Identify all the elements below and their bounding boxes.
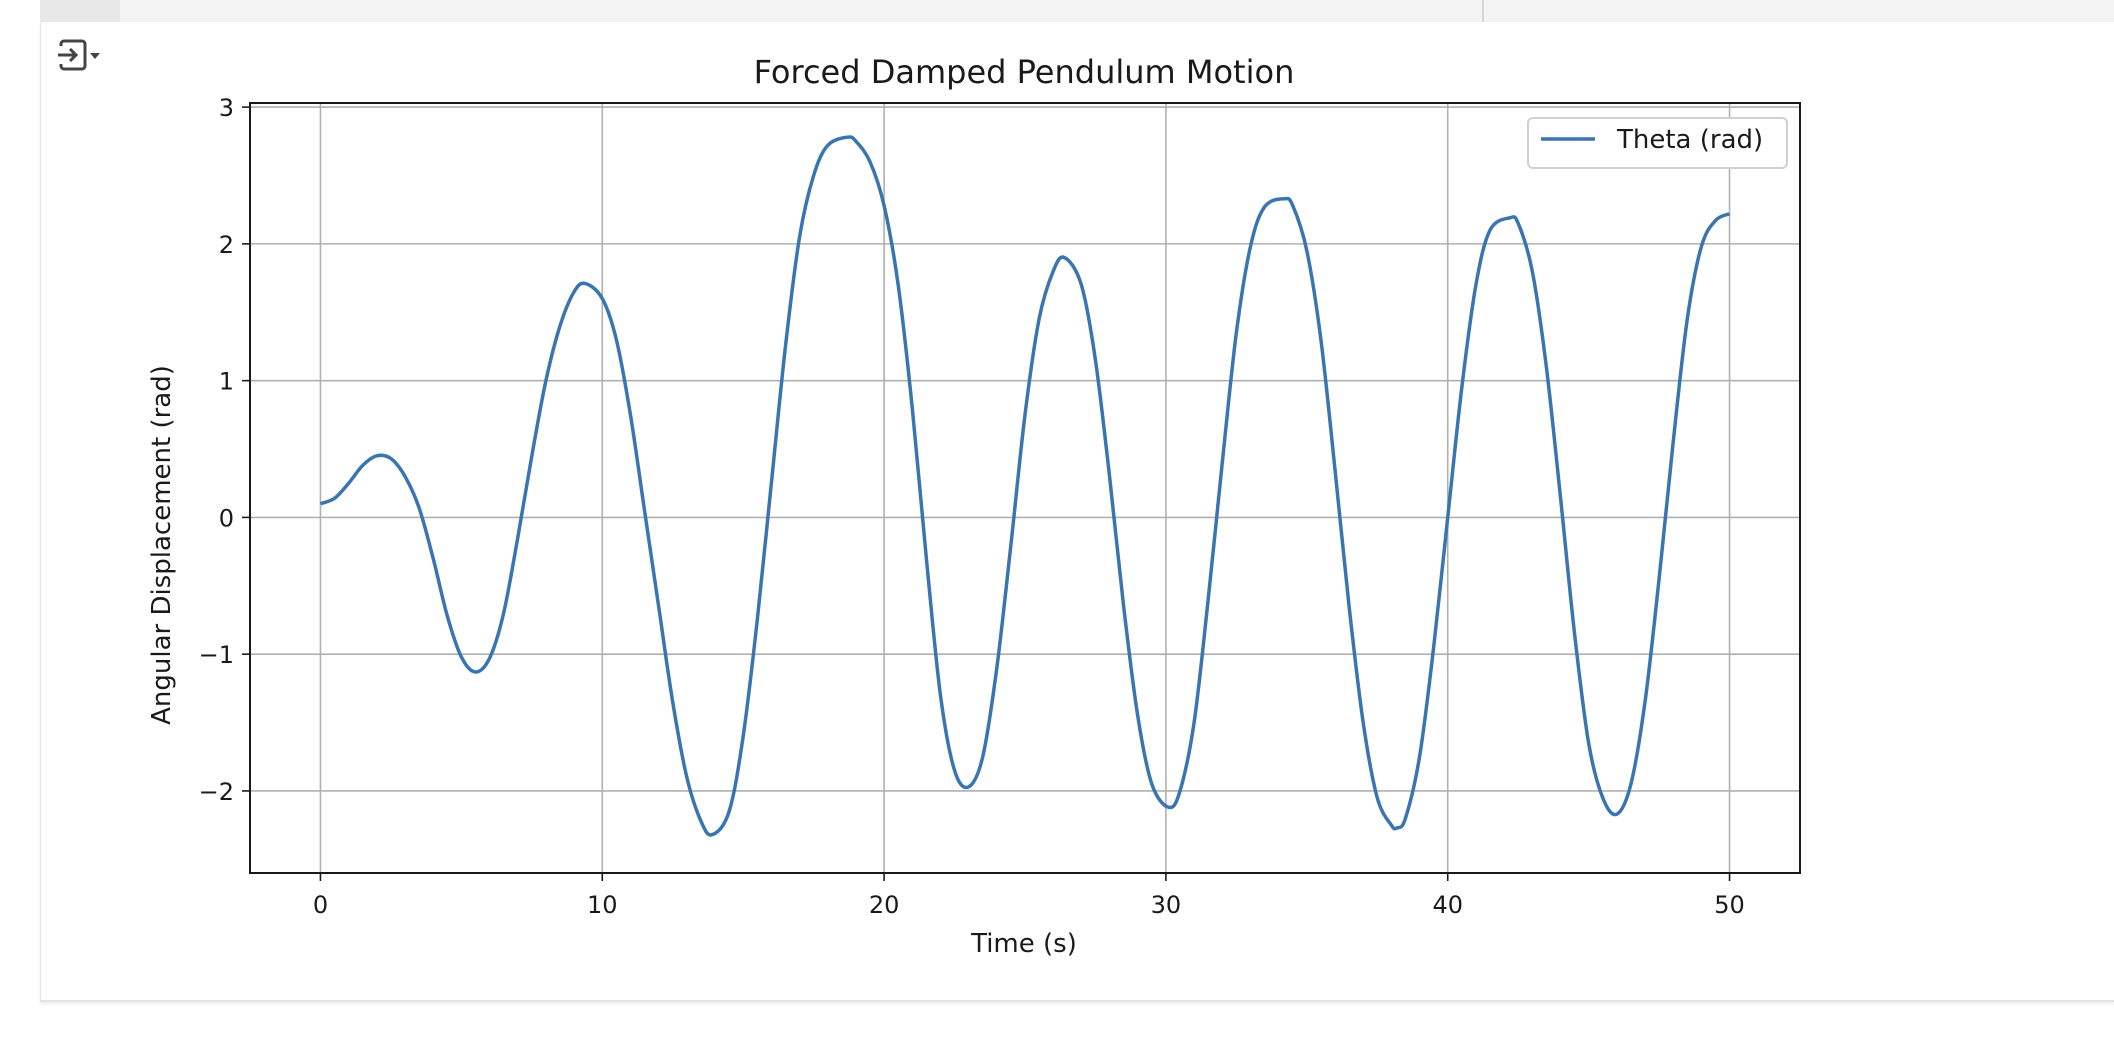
series-line-theta bbox=[319, 135, 1731, 837]
cell-bar-divider bbox=[1482, 0, 1484, 22]
output-area bbox=[40, 22, 2114, 1002]
y-axis-label: Angular Displacement (rad) bbox=[147, 365, 177, 725]
cell-top-bar bbox=[40, 0, 2114, 22]
y-tick-label: 3 bbox=[219, 94, 234, 122]
cell-left-tab bbox=[40, 0, 120, 22]
legend: Theta (rad) bbox=[1527, 117, 1788, 169]
x-tick-label: 20 bbox=[869, 891, 900, 919]
x-tick-label: 30 bbox=[1151, 891, 1182, 919]
y-tick-label: 1 bbox=[219, 368, 234, 396]
legend-box bbox=[1527, 117, 1788, 169]
y-tick-label: −2 bbox=[199, 778, 234, 806]
x-tick-label: 40 bbox=[1432, 891, 1463, 919]
x-axis: 0 10 20 30 40 50 bbox=[313, 873, 1745, 919]
output-toggle-icon[interactable] bbox=[57, 36, 108, 80]
y-tick-label: 0 bbox=[219, 504, 234, 532]
x-tick-label: 10 bbox=[587, 891, 618, 919]
axes-frame bbox=[249, 102, 1801, 874]
grid bbox=[250, 103, 1800, 873]
y-axis: −2 −1 0 1 2 3 bbox=[199, 94, 250, 806]
x-tick-label: 0 bbox=[313, 891, 328, 919]
legend-label-theta: Theta (rad) bbox=[1616, 125, 1763, 155]
y-tick-label: 2 bbox=[219, 231, 234, 259]
x-axis-label: Time (s) bbox=[970, 929, 1077, 959]
y-tick-label: −1 bbox=[199, 641, 234, 669]
chart-title: Forced Damped Pendulum Motion bbox=[754, 53, 1295, 91]
x-tick-label: 50 bbox=[1714, 891, 1745, 919]
